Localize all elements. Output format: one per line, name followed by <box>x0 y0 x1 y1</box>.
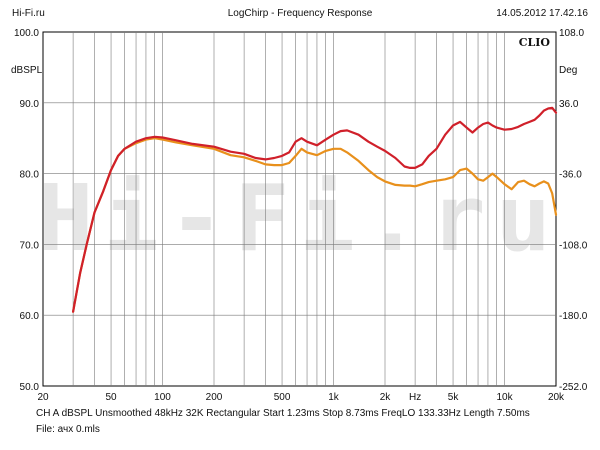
y-tick-label-right: -180.0 <box>559 311 588 322</box>
y-tick-label-left: 80.0 <box>20 170 40 181</box>
y-axis-label-left: dBSPL <box>11 65 43 76</box>
y-tick-label-left: 90.0 <box>20 99 40 110</box>
y-tick-label-left: 60.0 <box>20 311 40 322</box>
x-tick-label: 200 <box>206 392 223 403</box>
measurement-info: CH A dBSPL Unsmoothed 48kHz 32K Rectangu… <box>36 408 530 419</box>
y-tick-label-right: 108.0 <box>559 28 584 39</box>
x-tick-label: 5k <box>448 392 460 403</box>
x-tick-label: 20k <box>548 392 565 403</box>
file-name: File: ачх 0.mls <box>36 424 100 435</box>
header-site-label: Hi-Fi.ru <box>12 8 45 19</box>
plot-frame <box>42 31 557 387</box>
x-tick-label: 2k <box>380 392 392 403</box>
y-axis-label-right: Deg <box>559 65 577 76</box>
header-timestamp: 14.05.2012 17.42.16 <box>496 8 588 19</box>
brand-mark: CLIO <box>519 36 551 49</box>
x-tick-label: 1k <box>328 392 340 403</box>
y-tick-label-right: -108.0 <box>559 240 588 251</box>
watermark-text: Hi-Fi.ru <box>38 165 561 272</box>
chart-title: LogChirp - Frequency Response <box>227 8 373 19</box>
y-tick-label-right: -36.0 <box>559 170 582 181</box>
y-tick-label-left: 70.0 <box>20 240 40 251</box>
series-line-2 <box>71 137 558 313</box>
x-tick-label: 50 <box>105 392 117 403</box>
y-tick-label-left: 100.0 <box>14 28 39 39</box>
y-tick-label-right: 36.0 <box>559 99 579 110</box>
x-tick-label: 10k <box>496 392 513 403</box>
x-tick-label: 20 <box>37 392 49 403</box>
y-tick-label-left: 50.0 <box>20 382 40 393</box>
x-axis-label: Hz <box>409 392 421 403</box>
x-tick-label: 100 <box>154 392 171 403</box>
y-tick-label-right: -252.0 <box>559 382 588 393</box>
x-tick-label: 500 <box>274 392 291 403</box>
series-line-1 <box>71 106 558 313</box>
